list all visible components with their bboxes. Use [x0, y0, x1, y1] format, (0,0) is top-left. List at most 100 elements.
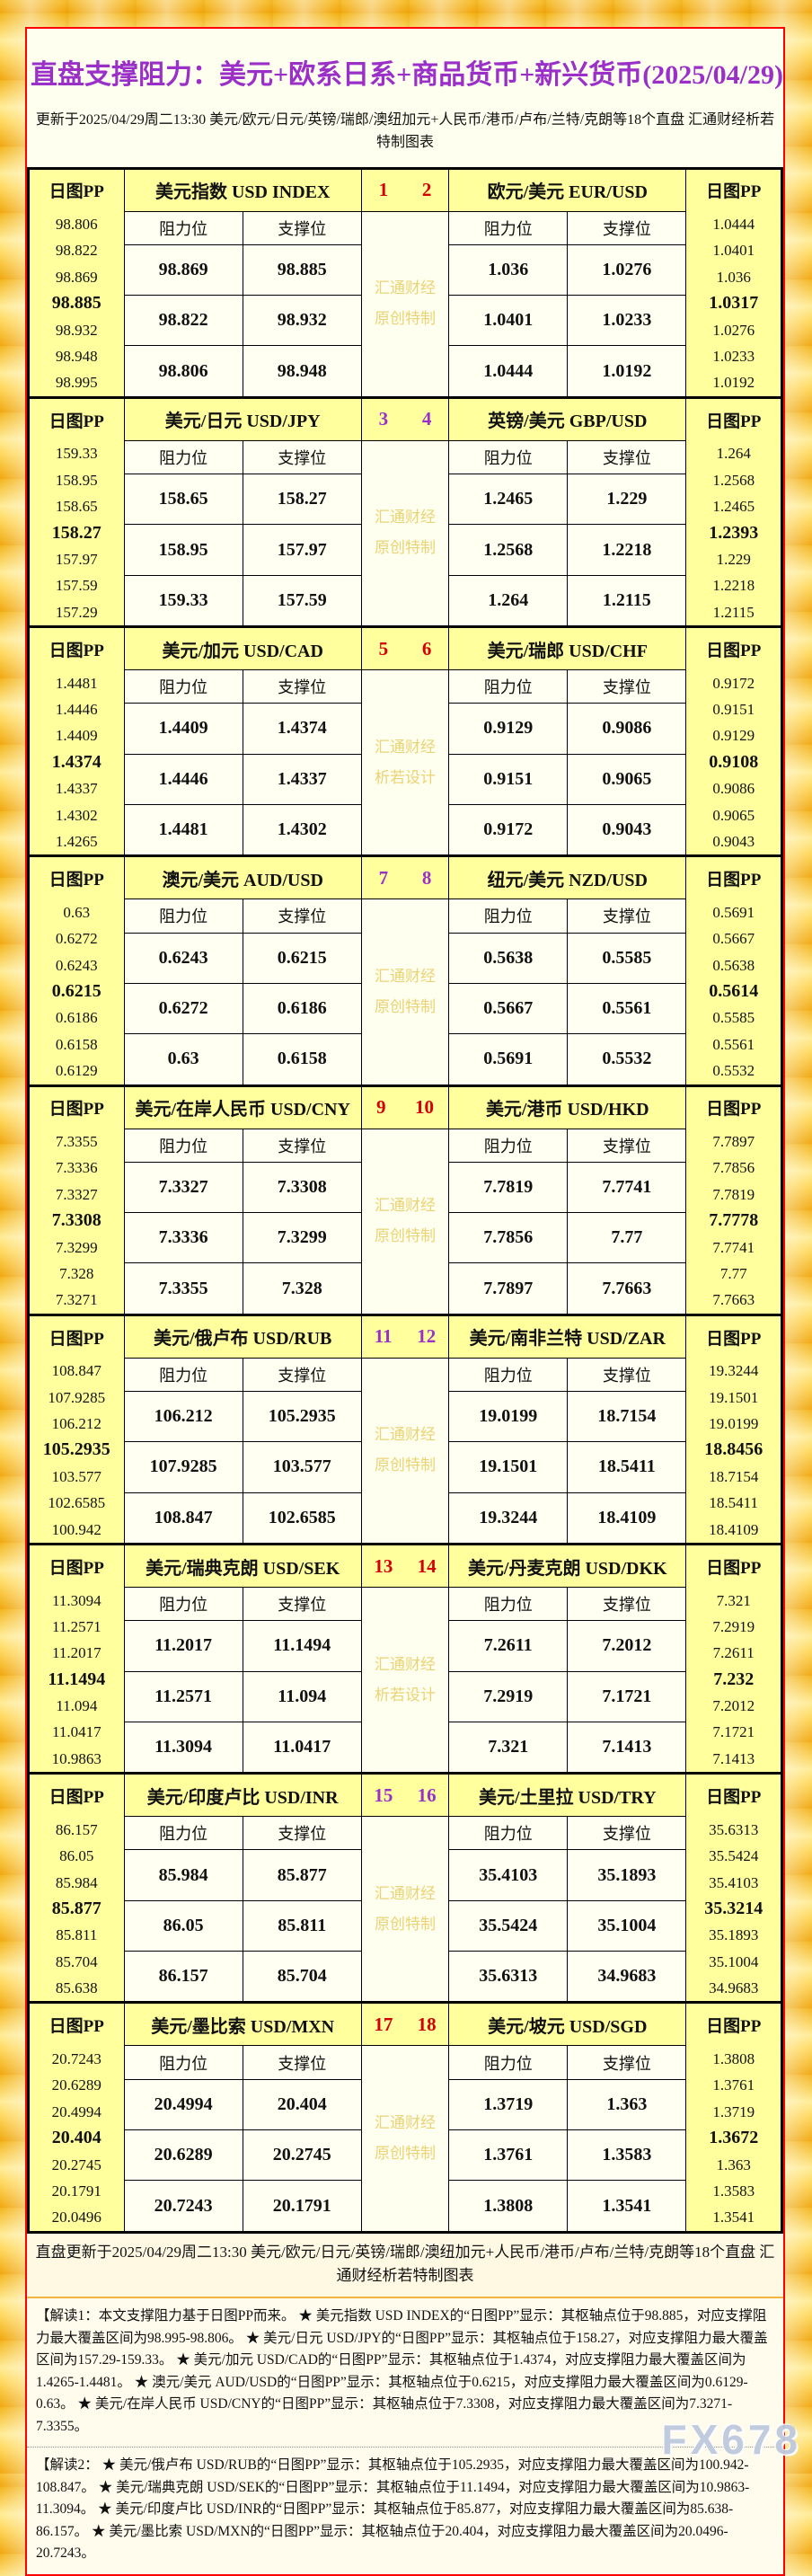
watermark-text: 原创特制: [374, 1456, 436, 1474]
support-header: 支撑位: [242, 1816, 362, 1851]
pair-number: 8: [421, 866, 432, 889]
support-value: 11.1494: [242, 1620, 362, 1672]
resistance-header: 阻力位: [448, 1128, 569, 1163]
support-value: 34.9683: [567, 1951, 687, 2004]
support-value: 1.2115: [567, 574, 687, 628]
resistance-value: 0.6243: [123, 932, 243, 984]
resistance-value: 158.65: [123, 474, 243, 526]
pp-levels-left: 0.63 0.6272 0.6243 0.6215 0.6186 0.6158 0.6129: [28, 899, 125, 1086]
pp-level-value: 0.5667: [712, 930, 755, 948]
pp-level-value: 108.847: [51, 1362, 102, 1380]
support-header: 支撑位: [242, 439, 362, 475]
pp-level-value: 0.9129: [712, 727, 755, 745]
pair-number: 12: [417, 1325, 437, 1348]
support-value: 1.0192: [567, 345, 687, 398]
pp-level-value: 11.2571: [51, 1617, 102, 1635]
pp-pivot-value: 158.27: [51, 522, 102, 543]
resistance-value: 108.847: [123, 1492, 243, 1545]
pp-header-left: 日图PP: [28, 1085, 125, 1129]
support-value: 1.3583: [567, 2129, 687, 2182]
pp-level-value: 0.9151: [712, 700, 755, 718]
pair-number: 17: [374, 2013, 393, 2035]
pp-levels-right: 0.5691 0.5667 0.5638 0.5614 0.5585 0.5561 0.55…: [685, 899, 782, 1086]
resistance-value: 159.33: [123, 574, 243, 628]
support-value: 0.9065: [567, 753, 687, 805]
pp-level-value: 7.3299: [55, 1238, 98, 1256]
resistance-value: 1.264: [448, 574, 569, 628]
pp-level-value: 1.229: [716, 550, 751, 568]
pp-level-value: 7.2012: [712, 1697, 755, 1715]
pp-level-value: 85.811: [56, 1926, 98, 1944]
pp-level-value: 7.1413: [712, 1749, 755, 1767]
pp-level-value: 157.29: [55, 603, 98, 621]
support-value: 7.3308: [242, 1161, 362, 1214]
pp-level-value: 20.4994: [51, 2102, 102, 2120]
pp-level-value: 1.2465: [712, 498, 755, 516]
pp-level-value: 157.97: [55, 550, 98, 568]
pair-title-right: 美元/丹麦克朗 USD/DKK: [448, 1544, 687, 1588]
pair-number: 15: [374, 1784, 393, 1806]
pp-level-value: 7.7856: [712, 1159, 755, 1177]
pair-title-right: 英镑/美元 GBP/USD: [448, 396, 687, 441]
pp-header-right: 日图PP: [685, 1085, 782, 1129]
watermark-text: 汇通财经: [374, 1655, 436, 1673]
resistance-value: 0.63: [123, 1033, 243, 1086]
resistance-value: 35.6313: [448, 1951, 569, 2004]
pp-levels-right: 1.0444 1.0401 1.036 1.0317 1.0276 1.0233 1.019…: [685, 211, 782, 398]
pair-number: 4: [421, 408, 432, 430]
block-watermark: 汇通财经 原创特制: [360, 899, 450, 1086]
support-value: 7.7741: [567, 1161, 687, 1214]
support-value: 98.932: [242, 295, 362, 347]
resistance-header: 阻力位: [448, 439, 569, 475]
pp-pivot-value: 98.885: [51, 293, 102, 314]
resistance-value: 98.806: [123, 345, 243, 398]
pp-level-value: 7.328: [59, 1264, 94, 1282]
pp-levels-right: 19.3244 19.1501 19.0199 18.8456 18.7154 18.54…: [685, 1358, 782, 1545]
support-value: 20.404: [242, 2078, 362, 2131]
support-value: 157.59: [242, 574, 362, 628]
pp-level-value: 1.2218: [712, 577, 755, 595]
pair-block: 日图PP 美元/日元 USD/JPY 3 4 英镑/美元 GBP/USD 日图PP 159.…: [27, 395, 783, 629]
pp-level-value: 0.5585: [712, 1009, 755, 1027]
pair-block: 日图PP 美元指数 USD INDEX 1 2 欧元/美元 EUR/USD 日图PP 98.…: [27, 166, 783, 399]
pp-levels-left: 1.4481 1.4446 1.4409 1.4374 1.4337 1.4302 1.42…: [28, 669, 125, 856]
block-watermark: 汇通财经 原创特制: [360, 211, 450, 398]
pp-level-value: 1.3583: [712, 2182, 755, 2200]
resistance-value: 0.5691: [448, 1033, 569, 1086]
pp-header-left: 日图PP: [28, 1315, 125, 1359]
pp-level-value: 1.4265: [55, 832, 98, 850]
support-header: 支撑位: [567, 899, 687, 934]
pp-level-value: 34.9683: [709, 1979, 759, 1997]
pair-title-right: 美元/港币 USD/HKD: [448, 1084, 687, 1129]
table-footer: 直盘更新于2025/04/29周二13:30 美元/欧元/日元/英镑/瑞郎/澳纽…: [27, 2233, 783, 2297]
watermark-text: 汇通财经: [374, 1426, 436, 1444]
resistance-header: 阻力位: [123, 1586, 243, 1622]
pp-level-value: 7.7663: [712, 1291, 755, 1309]
support-header: 支撑位: [567, 669, 687, 704]
pp-header-right: 日图PP: [685, 1773, 782, 1817]
pp-pivot-value: 7.3308: [51, 1210, 102, 1231]
watermark-text: 析若设计: [374, 1686, 436, 1704]
support-value: 7.3299: [242, 1212, 362, 1264]
pp-levels-right: 1.264 1.2568 1.2465 1.2393 1.229 1.2218 1.2115: [685, 440, 782, 627]
resistance-value: 1.0444: [448, 345, 569, 398]
pp-level-value: 0.6243: [55, 956, 98, 974]
resistance-value: 7.3327: [123, 1161, 243, 1214]
resistance-header: 阻力位: [123, 439, 243, 475]
pp-level-value: 1.0276: [712, 321, 755, 339]
pp-level-value: 1.4409: [55, 727, 98, 745]
pp-level-value: 0.9086: [712, 780, 755, 798]
pp-level-value: 158.65: [55, 498, 98, 516]
pp-level-value: 159.33: [55, 445, 98, 463]
pp-level-value: 107.9285: [48, 1388, 106, 1406]
resistance-value: 98.869: [123, 243, 243, 297]
resistance-value: 7.3355: [123, 1262, 243, 1315]
support-header: 支撑位: [242, 210, 362, 245]
resistance-value: 35.5424: [448, 1899, 569, 1952]
pp-level-value: 98.806: [55, 216, 98, 234]
watermark-text: 汇通财经: [374, 967, 436, 985]
pp-levels-right: 0.9172 0.9151 0.9129 0.9108 0.9086 0.9065 0.90…: [685, 669, 782, 856]
pp-header-right: 日图PP: [685, 1315, 782, 1359]
pair-title-right: 美元/瑞郎 USD/CHF: [448, 626, 687, 671]
